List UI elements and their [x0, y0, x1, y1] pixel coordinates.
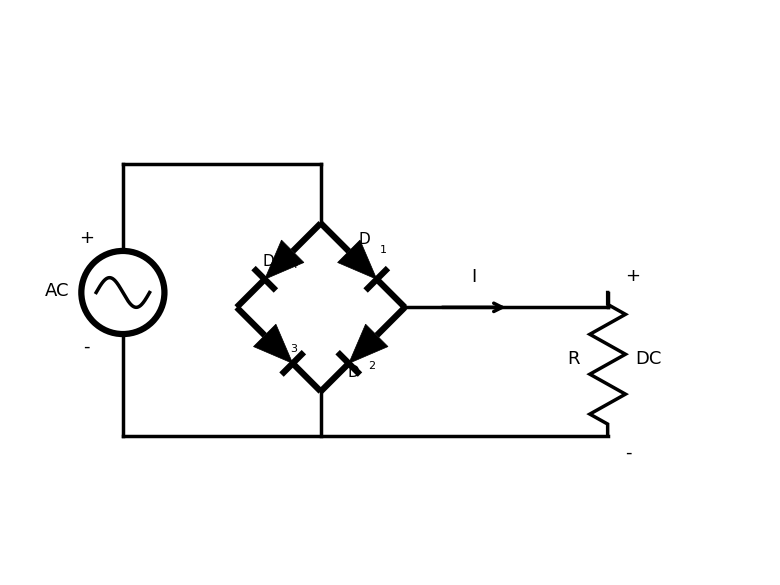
- Text: -: -: [83, 338, 90, 356]
- Text: D: D: [359, 232, 370, 247]
- Text: I: I: [471, 267, 477, 285]
- Text: DC: DC: [636, 350, 661, 369]
- Text: D: D: [263, 338, 275, 353]
- Polygon shape: [254, 324, 292, 363]
- Text: R: R: [567, 350, 580, 369]
- Text: +: +: [79, 229, 94, 247]
- Text: 2: 2: [368, 360, 375, 370]
- Text: 3: 3: [290, 344, 297, 354]
- Polygon shape: [349, 324, 388, 363]
- Text: AC: AC: [45, 281, 69, 300]
- Polygon shape: [338, 240, 377, 279]
- Text: 4: 4: [290, 260, 297, 270]
- Text: -: -: [626, 444, 632, 462]
- Text: D: D: [348, 364, 360, 380]
- Text: +: +: [626, 267, 640, 284]
- Text: D: D: [263, 253, 275, 269]
- Text: 1: 1: [379, 245, 386, 254]
- Polygon shape: [264, 240, 304, 279]
